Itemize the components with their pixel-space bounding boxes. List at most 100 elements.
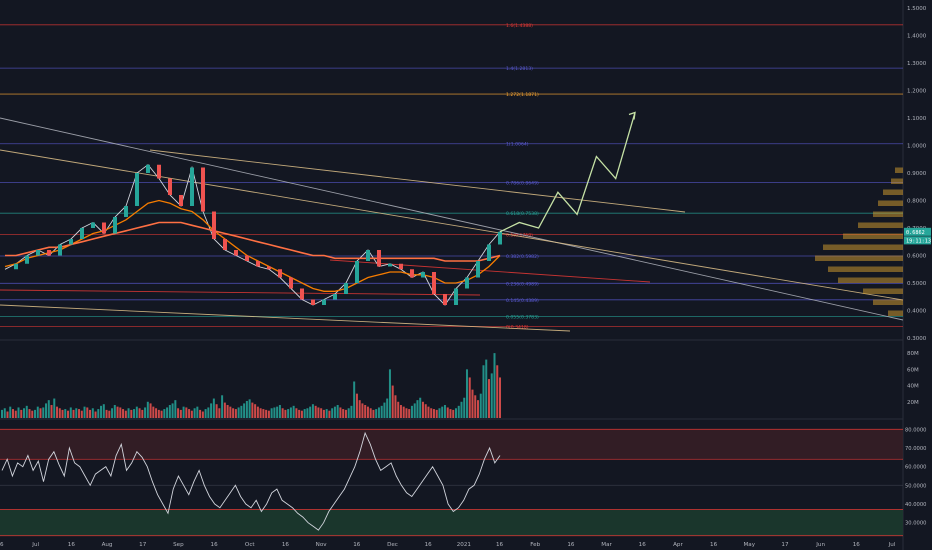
candle [311,299,315,305]
fib-level-label: 0.236(0.4989) [506,281,539,287]
volume-bar [182,406,185,418]
volume-bar [75,408,78,418]
trendline [0,289,481,296]
fib-level-label: 1(1.0064) [506,142,529,148]
projection-arrowhead [628,111,636,120]
fib-level-label: 1.6(1.4388) [506,23,533,29]
volume-bar [223,402,226,418]
fib-level-label: 1.272(1.1871) [506,92,539,98]
rsi-line [1,431,501,531]
candle [179,195,183,206]
trendline [0,117,904,321]
volume-bar [240,405,243,418]
time-axis-tick: Dec [387,542,398,548]
candle [333,294,337,300]
volume-bar [45,403,48,418]
volume-bar [471,389,474,418]
volume-bar [127,408,130,418]
volume-bar [397,401,400,418]
volume-bar [122,409,125,418]
volume-bar [474,395,477,418]
candle [36,250,40,256]
volume-bar [67,410,70,418]
volume-bar [309,406,312,418]
trendline [0,149,904,301]
rsi-axis-tick: 70.0000 [905,446,926,452]
price-axis-tick: 0.8000 [907,199,927,205]
time-axis-tick: 16 [496,542,504,548]
volume-profile-bar [883,189,903,195]
volume-bar [47,400,50,418]
candle [443,294,447,305]
volume-profile-bar [891,178,903,184]
volume-bar [457,405,460,418]
volume-bar [251,402,254,418]
volume-bar [259,408,262,418]
volume-bar [89,409,92,418]
time-axis-tick: 16 [639,542,647,548]
candle [80,228,84,239]
volume-bar [490,373,493,418]
volume-profile-bar [815,255,903,261]
volume-bar [278,405,281,418]
volume-bar [328,410,331,418]
candle [377,250,381,267]
volume-bar [416,400,419,418]
volume-profile-bar [828,266,903,272]
candle [322,299,326,305]
candle [223,239,227,250]
candle [25,255,29,264]
volume-bar [460,401,463,418]
volume-bar [177,408,180,418]
trendline [329,259,651,283]
volume-bar [212,398,215,418]
volume-bar [320,408,323,418]
volume-bar [339,407,342,418]
volume-bar [452,409,455,418]
volume-bar [358,400,361,418]
candle [399,263,403,270]
candle [245,255,249,261]
candle [102,222,106,234]
price-tag-label: 0.6862 [906,230,925,236]
candle [267,266,271,270]
volume-bar [61,409,64,418]
volume-bar [331,408,334,418]
volume-bar [218,408,221,418]
volume-bar [144,407,147,418]
volume-bar [69,407,72,418]
fib-level-label: 0.618(0.7538) [506,211,539,217]
price-axis-tick: 0.5000 [907,281,927,287]
volume-bar [482,365,485,418]
volume-bar [430,408,433,418]
candle [344,283,348,294]
volume-bar [386,398,389,418]
volume-axis-tick: 20M [907,400,919,406]
volume-bar [465,369,468,418]
rsi-axis-tick: 60.0000 [905,465,926,471]
price-axis-tick: 1.5000 [907,6,927,12]
volume-bar [168,405,171,418]
volume-bar [399,405,402,418]
price-axis-tick: 1.2000 [907,89,927,95]
volume-bar [199,409,202,418]
time-axis-tick: Oct [245,542,255,548]
volume-axis-tick: 40M [907,384,919,390]
volume-bar [160,410,163,418]
volume-bar [3,408,6,418]
volume-bar [499,377,501,418]
candle [355,261,359,283]
volume-bar [372,409,375,418]
volume-bar [344,409,347,418]
volume-bar [163,409,166,418]
price-axis-tick: 1.1000 [907,116,927,122]
trendline [0,304,571,332]
volume-bar [435,409,438,418]
volume-bar [36,406,39,418]
volume-bar [361,403,364,418]
price-axis-tick: 1.3000 [907,61,927,67]
volume-bar [234,409,237,418]
candle [278,269,282,278]
